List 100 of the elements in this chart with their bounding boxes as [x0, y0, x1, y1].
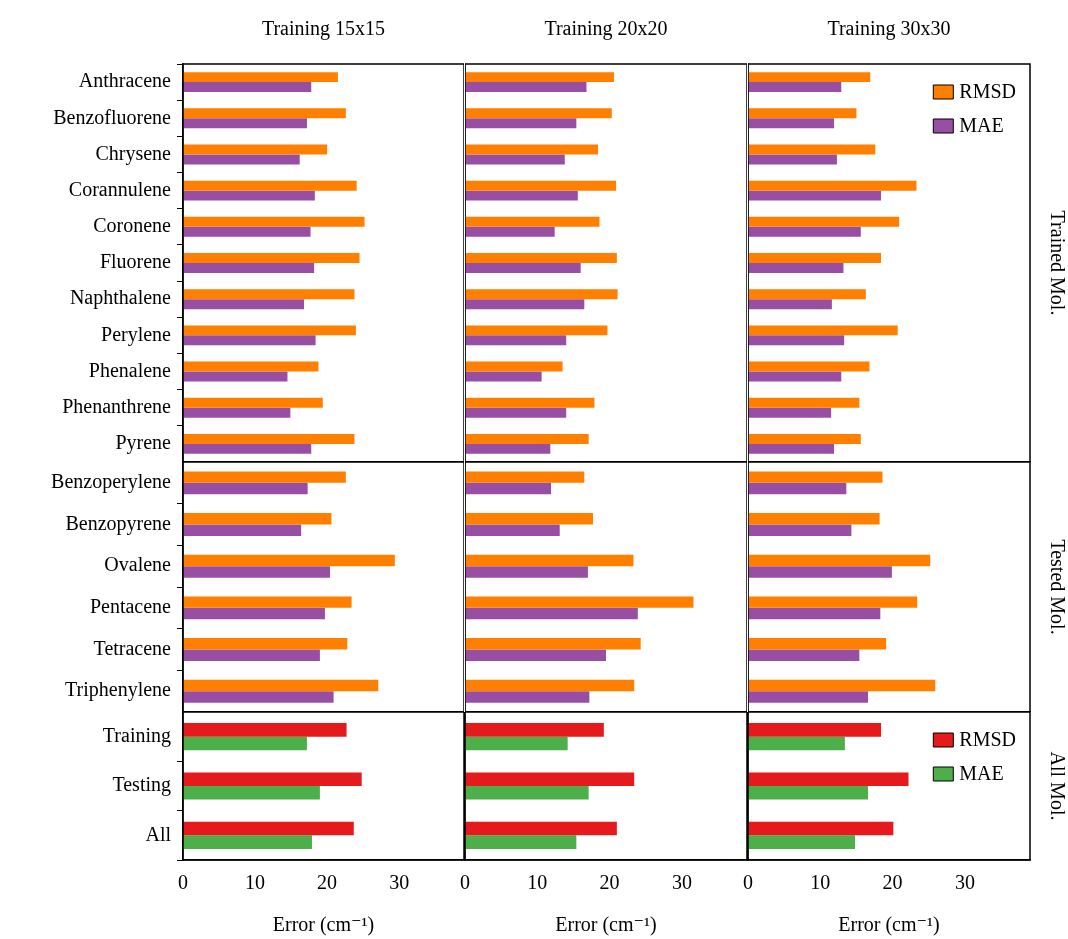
bar: [748, 786, 869, 800]
bar: [748, 736, 845, 751]
legend-label: RMSD: [959, 728, 1017, 751]
bar: [748, 835, 856, 849]
bar: [465, 786, 589, 800]
bar: [465, 335, 567, 346]
bar: [183, 325, 356, 336]
bar: [465, 407, 567, 418]
bar: [748, 638, 887, 650]
bar: [465, 566, 588, 578]
bar: [748, 144, 876, 155]
bar: [465, 361, 563, 372]
x-tick-label: 20: [317, 871, 338, 894]
chart-title: Training 30x30: [827, 17, 951, 41]
bar: [465, 433, 589, 444]
bar: [183, 335, 316, 346]
bar: [465, 443, 551, 454]
bar: [465, 679, 635, 692]
bar: [183, 638, 348, 650]
y-tick-label: All: [145, 822, 172, 845]
x-tick-label: 30: [389, 871, 410, 894]
bar: [748, 263, 844, 273]
bar: [183, 649, 320, 661]
bar: [748, 397, 860, 408]
y-tick-label: Ovalene: [104, 553, 172, 576]
bar: [465, 263, 581, 273]
bar: [465, 638, 641, 650]
bar: [465, 118, 577, 129]
y-tick-label: Fluorene: [99, 250, 172, 273]
y-tick-label: Testing: [112, 773, 171, 797]
bar: [465, 289, 618, 300]
x-axis-title: Error (cm⁻¹): [838, 913, 940, 937]
x-tick-label: 10: [245, 871, 266, 894]
bar: [183, 180, 357, 191]
bar: [748, 190, 882, 201]
bar: [183, 82, 312, 93]
x-tick-label: 10: [527, 871, 548, 894]
bar: [465, 607, 638, 620]
bar: [748, 154, 837, 165]
bar: [183, 607, 325, 620]
bar: [183, 524, 302, 536]
x-tick-label: 20: [599, 871, 620, 894]
bar: [183, 118, 307, 129]
bar: [748, 118, 835, 129]
bar: [465, 190, 578, 201]
bar: [465, 226, 555, 237]
bar: [183, 397, 323, 408]
bar: [465, 154, 565, 165]
bar: [183, 299, 305, 310]
bar: [465, 371, 542, 382]
bar: [183, 433, 355, 444]
chart-title: Training 15x15: [261, 17, 386, 41]
bar: [748, 433, 861, 444]
bar: [465, 144, 599, 155]
y-tick-label: Tetracene: [93, 636, 172, 659]
y-tick-label: Corannulene: [68, 177, 172, 200]
bar: [465, 736, 568, 751]
bar: [183, 471, 346, 483]
x-axis-title: Error (cm⁻¹): [272, 913, 375, 937]
bar: [183, 596, 352, 608]
bar: [748, 108, 857, 119]
y-tick-label: Perylene: [101, 322, 172, 346]
bar: [748, 253, 882, 263]
y-tick-label: Phenanthrene: [62, 394, 172, 417]
bar: [183, 566, 330, 578]
bar: [748, 471, 883, 483]
y-tick-label: Triphenylene: [65, 678, 172, 702]
bar: [465, 554, 634, 567]
bar: [748, 679, 936, 692]
x-tick-label: 10: [810, 871, 831, 894]
chart-title: Training 20x20: [544, 17, 668, 41]
bar: [465, 471, 585, 483]
bar: [748, 566, 892, 578]
y2-axis-title: Trained Mol.: [1046, 210, 1068, 316]
bar: [748, 407, 832, 418]
bar: [748, 649, 860, 661]
bar: [465, 325, 608, 336]
bar: [748, 82, 842, 93]
bar: [748, 596, 918, 608]
bar: [183, 736, 307, 751]
y2-axis-title: Tested Mol.: [1046, 539, 1068, 635]
bar: [748, 299, 832, 310]
bar: [183, 691, 334, 703]
bar: [183, 723, 347, 737]
bar: [183, 679, 379, 692]
bar: [465, 772, 635, 786]
y-tick-label: Anthracene: [78, 69, 172, 92]
y-tick-label: Phenalene: [88, 358, 172, 381]
legend-label: RMSD: [959, 80, 1017, 103]
bar: [748, 226, 861, 237]
bar: [748, 443, 835, 454]
bar: [465, 216, 600, 227]
bar: [465, 72, 614, 83]
x-tick-label: 0: [178, 871, 188, 894]
y-tick-label: Benzofluorene: [53, 105, 172, 128]
bar: [183, 216, 365, 227]
bar: [183, 443, 312, 454]
bar: [183, 72, 338, 83]
y-tick-label: Pentacene: [89, 595, 172, 618]
bar: [183, 786, 320, 800]
